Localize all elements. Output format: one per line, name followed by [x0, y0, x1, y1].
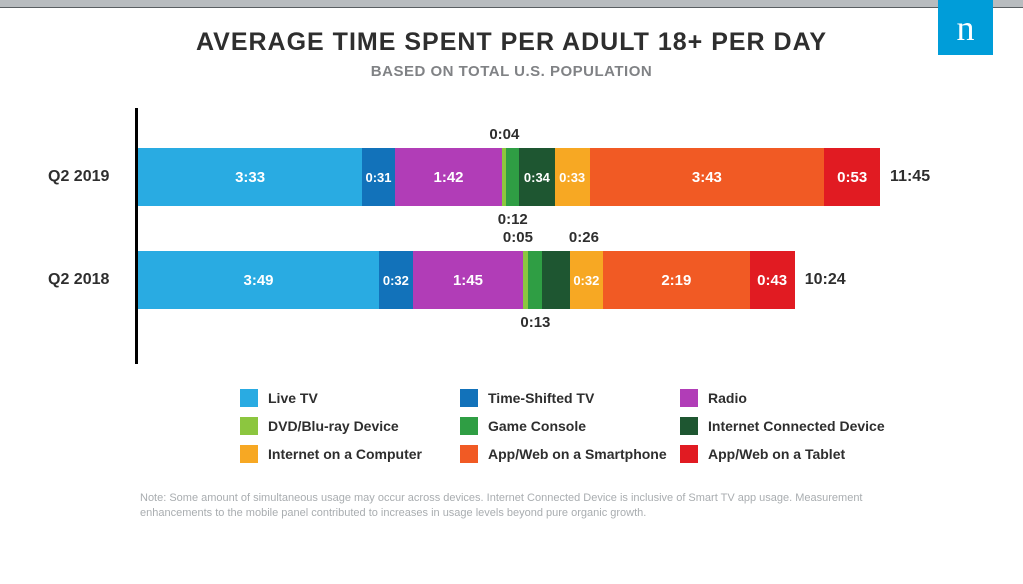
legend-label: Game Console — [488, 418, 586, 434]
row-total: 11:45 — [890, 148, 930, 206]
segment-radio: 1:45 — [413, 251, 524, 309]
legend-item: App/Web on a Tablet — [680, 445, 890, 463]
segment-app_smartphone: 2:19 — [603, 251, 749, 309]
legend-label: App/Web on a Tablet — [708, 446, 845, 462]
legend-item: App/Web on a Smartphone — [460, 445, 670, 463]
legend-swatch — [460, 389, 478, 407]
chart-container: AVERAGE TIME SPENT PER ADULT 18+ PER DAY… — [0, 8, 1023, 522]
legend-swatch — [240, 417, 258, 435]
segment-label: 0:32 — [383, 273, 409, 288]
bar-row: Q2 20190:040:123:330:311:420:340:333:430… — [138, 148, 963, 206]
legend-swatch — [240, 445, 258, 463]
segment-label: 1:45 — [453, 272, 483, 289]
segment-timeshifted_tv: 0:31 — [362, 148, 395, 206]
segment-app_smartphone: 3:43 — [590, 148, 825, 206]
row-label: Q2 2018 — [48, 271, 109, 289]
bar-row: Q2 20180:050:130:263:490:321:450:322:190… — [138, 251, 963, 309]
segment-label: 2:19 — [661, 272, 691, 289]
segment-live_tv: 3:49 — [138, 251, 379, 309]
top-border-bar — [0, 0, 1023, 8]
row-label: Q2 2019 — [48, 168, 109, 186]
legend-item: Time-Shifted TV — [460, 389, 670, 407]
segment-radio: 1:42 — [395, 148, 502, 206]
segment-game_console — [528, 251, 542, 309]
legend-label: Live TV — [268, 390, 318, 406]
legend-swatch — [680, 389, 698, 407]
stacked-bar: 3:49 0:32 1:45 0:32 2:19 0:43 — [138, 251, 795, 309]
segment-timeshifted_tv: 0:32 — [379, 251, 413, 309]
legend: Live TV Time-Shifted TV Radio DVD/Blu-ray D… — [240, 389, 890, 463]
legend-label: Internet Connected Device — [708, 418, 885, 434]
legend-swatch — [460, 417, 478, 435]
segment-internet_pc: 0:32 — [570, 251, 604, 309]
segment-app_tablet: 0:43 — [750, 251, 795, 309]
segment-callout-label: 0:26 — [569, 229, 599, 246]
stacked-bar: 3:33 0:31 1:42 0:34 0:33 3:43 0:53 — [138, 148, 880, 206]
legend-label: Radio — [708, 390, 747, 406]
segment-label: 1:42 — [433, 169, 463, 186]
legend-item: Game Console — [460, 417, 670, 435]
segment-internet_device — [542, 251, 569, 309]
legend-swatch — [240, 389, 258, 407]
segment-label: 0:32 — [573, 273, 599, 288]
segment-callout-label: 0:04 — [489, 126, 519, 143]
legend-item: Radio — [680, 389, 890, 407]
legend-swatch — [680, 445, 698, 463]
segment-label: 3:33 — [235, 169, 265, 186]
segment-internet_device: 0:34 — [519, 148, 555, 206]
chart-title: AVERAGE TIME SPENT PER ADULT 18+ PER DAY — [60, 28, 963, 57]
legend-label: Internet on a Computer — [268, 446, 422, 462]
segment-callout-label: 0:05 — [503, 229, 533, 246]
legend-label: DVD/Blu-ray Device — [268, 418, 399, 434]
footnote: Note: Some amount of simultaneous usage … — [140, 491, 883, 522]
segment-callout-label: 0:13 — [520, 314, 550, 331]
segment-label: 3:43 — [692, 169, 722, 186]
chart-subtitle: BASED ON TOTAL U.S. POPULATION — [60, 63, 963, 80]
segment-label: 3:49 — [244, 272, 274, 289]
legend-swatch — [680, 417, 698, 435]
nielsen-logo: n — [938, 0, 993, 55]
legend-label: App/Web on a Smartphone — [488, 446, 667, 462]
segment-label: 0:33 — [559, 170, 585, 185]
segment-live_tv: 3:33 — [138, 148, 362, 206]
legend-label: Time-Shifted TV — [488, 390, 594, 406]
bars-area: Q2 20190:040:123:330:311:420:340:333:430… — [135, 108, 963, 364]
legend-item: DVD/Blu-ray Device — [240, 417, 450, 435]
legend-item: Live TV — [240, 389, 450, 407]
legend-swatch — [460, 445, 478, 463]
nielsen-logo-letter: n — [957, 7, 975, 49]
segment-label: 0:43 — [757, 272, 787, 289]
legend-item: Internet on a Computer — [240, 445, 450, 463]
segment-callout-label: 0:12 — [498, 211, 528, 228]
segment-label: 0:53 — [837, 169, 867, 186]
legend-item: Internet Connected Device — [680, 417, 890, 435]
segment-app_tablet: 0:53 — [824, 148, 880, 206]
segment-internet_pc: 0:33 — [555, 148, 590, 206]
segment-label: 0:31 — [366, 170, 392, 185]
row-total: 10:24 — [805, 251, 846, 309]
segment-label: 0:34 — [524, 170, 550, 185]
segment-game_console — [506, 148, 519, 206]
